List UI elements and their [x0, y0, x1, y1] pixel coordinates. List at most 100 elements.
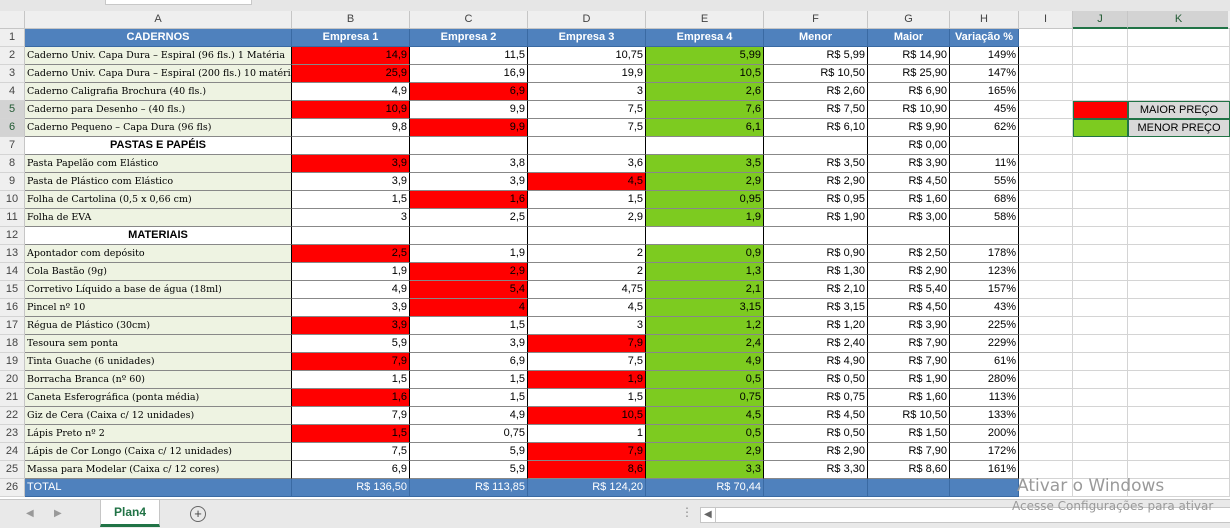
cell-i26[interactable]: [1019, 479, 1073, 497]
cell-f15[interactable]: R$ 2,10: [764, 281, 868, 299]
cell-h6[interactable]: 62%: [950, 119, 1019, 137]
cell-h21[interactable]: 113%: [950, 389, 1019, 407]
cell-k23[interactable]: [1128, 425, 1230, 443]
cell-b22[interactable]: 7,9: [292, 407, 410, 425]
cell-a9[interactable]: Pasta de Plástico com Elástico: [25, 173, 292, 191]
cell-d9[interactable]: 4,5: [528, 173, 646, 191]
cell-g25[interactable]: R$ 8,60: [868, 461, 950, 479]
column-header-i[interactable]: I: [1019, 11, 1073, 29]
cell-a25[interactable]: Massa para Modelar (Caixa c/ 12 cores): [25, 461, 292, 479]
cell-e18[interactable]: 2,4: [646, 335, 764, 353]
cell-b20[interactable]: 1,5: [292, 371, 410, 389]
cell-c3[interactable]: 16,9: [410, 65, 528, 83]
cell-g3[interactable]: R$ 25,90: [868, 65, 950, 83]
cell-g7[interactable]: R$ 0,00: [868, 137, 950, 155]
row-number-16[interactable]: 16: [0, 299, 25, 317]
cell-d2[interactable]: 10,75: [528, 47, 646, 65]
cell-e21[interactable]: 0,75: [646, 389, 764, 407]
cell-k24[interactable]: [1128, 443, 1230, 461]
next-sheet-icon[interactable]: ▶: [54, 508, 62, 519]
header-cell-e[interactable]: Empresa 4: [646, 29, 764, 47]
cell-h26[interactable]: [950, 479, 1019, 497]
cell-g12[interactable]: [868, 227, 950, 245]
cell-j24[interactable]: [1073, 443, 1128, 461]
cell-c25[interactable]: 5,9: [410, 461, 528, 479]
cell-c4[interactable]: 6,9: [410, 83, 528, 101]
row-number-7[interactable]: 7: [0, 137, 25, 155]
cell-i24[interactable]: [1019, 443, 1073, 461]
cell-f8[interactable]: R$ 3,50: [764, 155, 868, 173]
cell-a26[interactable]: TOTAL: [25, 479, 292, 497]
cell-c10[interactable]: 1,6: [410, 191, 528, 209]
cell-a12[interactable]: MATERIAIS: [25, 227, 292, 245]
cell-g15[interactable]: R$ 5,40: [868, 281, 950, 299]
cell-h4[interactable]: 165%: [950, 83, 1019, 101]
cell-k1[interactable]: [1128, 29, 1230, 47]
cell-f2[interactable]: R$ 5,99: [764, 47, 868, 65]
row-number-19[interactable]: 19: [0, 353, 25, 371]
cell-d23[interactable]: 1: [528, 425, 646, 443]
cell-b25[interactable]: 6,9: [292, 461, 410, 479]
row-number-24[interactable]: 24: [0, 443, 25, 461]
cell-e26[interactable]: R$ 70,44: [646, 479, 764, 497]
cell-g23[interactable]: R$ 1,50: [868, 425, 950, 443]
cell-e8[interactable]: 3,5: [646, 155, 764, 173]
cell-j12[interactable]: [1073, 227, 1128, 245]
cell-k15[interactable]: [1128, 281, 1230, 299]
cell-i6[interactable]: [1019, 119, 1073, 137]
cell-d18[interactable]: 7,9: [528, 335, 646, 353]
cell-k7[interactable]: [1128, 137, 1230, 155]
row-number-11[interactable]: 11: [0, 209, 25, 227]
cell-a4[interactable]: Caderno Caligrafia Brochura (40 fls.): [25, 83, 292, 101]
cell-k16[interactable]: [1128, 299, 1230, 317]
cell-d12[interactable]: [528, 227, 646, 245]
cell-j2[interactable]: [1073, 47, 1128, 65]
column-header-k[interactable]: K: [1128, 11, 1230, 29]
cell-g5[interactable]: R$ 10,90: [868, 101, 950, 119]
cell-e5[interactable]: 7,6: [646, 101, 764, 119]
cell-k13[interactable]: [1128, 245, 1230, 263]
header-cell-h[interactable]: Variação %: [950, 29, 1019, 47]
cell-h22[interactable]: 133%: [950, 407, 1019, 425]
cell-a14[interactable]: Cola Bastão (9g): [25, 263, 292, 281]
cell-j21[interactable]: [1073, 389, 1128, 407]
cell-i21[interactable]: [1019, 389, 1073, 407]
header-cell-a[interactable]: CADERNOS: [25, 29, 292, 47]
cell-j15[interactable]: [1073, 281, 1128, 299]
row-number-14[interactable]: 14: [0, 263, 25, 281]
cell-b24[interactable]: 7,5: [292, 443, 410, 461]
cell-e12[interactable]: [646, 227, 764, 245]
cell-f17[interactable]: R$ 1,20: [764, 317, 868, 335]
cell-g20[interactable]: R$ 1,90: [868, 371, 950, 389]
cell-d10[interactable]: 1,5: [528, 191, 646, 209]
cell-d8[interactable]: 3,6: [528, 155, 646, 173]
cell-c6[interactable]: 9,9: [410, 119, 528, 137]
cell-k3[interactable]: [1128, 65, 1230, 83]
cell-c8[interactable]: 3,8: [410, 155, 528, 173]
cell-c15[interactable]: 5,4: [410, 281, 528, 299]
cell-h3[interactable]: 147%: [950, 65, 1019, 83]
cell-e13[interactable]: 0,9: [646, 245, 764, 263]
cell-c24[interactable]: 5,9: [410, 443, 528, 461]
cell-f20[interactable]: R$ 0,50: [764, 371, 868, 389]
cell-a7[interactable]: PASTAS E PAPÉIS: [25, 137, 292, 155]
cell-k12[interactable]: [1128, 227, 1230, 245]
cell-f3[interactable]: R$ 10,50: [764, 65, 868, 83]
cell-d21[interactable]: 1,5: [528, 389, 646, 407]
cell-f26[interactable]: [764, 479, 868, 497]
cell-h10[interactable]: 68%: [950, 191, 1019, 209]
row-number-5[interactable]: 5: [0, 101, 25, 119]
row-number-26[interactable]: 26: [0, 479, 25, 497]
cell-b6[interactable]: 9,8: [292, 119, 410, 137]
cell-i17[interactable]: [1019, 317, 1073, 335]
cell-j7[interactable]: [1073, 137, 1128, 155]
cell-b19[interactable]: 7,9: [292, 353, 410, 371]
cell-b23[interactable]: 1,5: [292, 425, 410, 443]
cell-a3[interactable]: Caderno Univ. Capa Dura – Espiral (200 f…: [25, 65, 292, 83]
cell-h23[interactable]: 200%: [950, 425, 1019, 443]
cell-d4[interactable]: 3: [528, 83, 646, 101]
cell-b14[interactable]: 1,9: [292, 263, 410, 281]
cell-j1[interactable]: [1073, 29, 1128, 47]
cell-j17[interactable]: [1073, 317, 1128, 335]
cell-a23[interactable]: Lápis Preto nº 2: [25, 425, 292, 443]
